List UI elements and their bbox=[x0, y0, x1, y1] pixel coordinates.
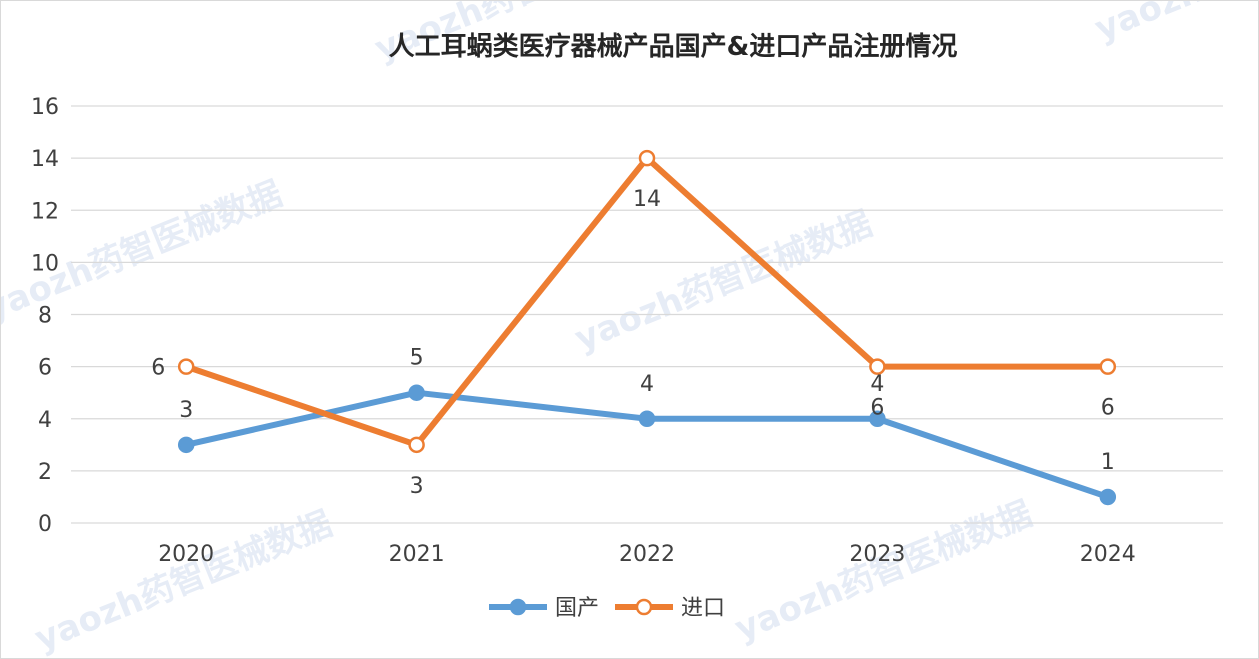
y-tick-label: 0 bbox=[38, 512, 52, 537]
legend-item[interactable]: 国产 bbox=[489, 596, 599, 621]
data-point[interactable] bbox=[869, 410, 886, 427]
y-tick-label: 8 bbox=[38, 304, 52, 329]
data-point[interactable] bbox=[408, 384, 425, 401]
gridlines bbox=[71, 105, 1223, 524]
data-label: 6 bbox=[870, 396, 884, 421]
data-point[interactable] bbox=[408, 436, 425, 454]
data-label: 5 bbox=[410, 346, 424, 371]
data-label: 14 bbox=[633, 187, 661, 212]
x-tick-label: 2023 bbox=[849, 542, 905, 567]
data-point[interactable] bbox=[177, 436, 195, 454]
watermark-text: yaozh药智医械数据 bbox=[29, 504, 337, 658]
watermark-text: yaozh药智医械数据 bbox=[1089, 1, 1258, 49]
legend-marker bbox=[635, 598, 653, 616]
x-tick-label: 2024 bbox=[1080, 542, 1136, 567]
x-tick-label: 2021 bbox=[389, 542, 445, 567]
legend-label: 国产 bbox=[555, 596, 599, 621]
data-point[interactable] bbox=[638, 410, 656, 427]
y-tick-label: 4 bbox=[38, 408, 52, 433]
data-point[interactable] bbox=[869, 358, 886, 375]
y-tick-label: 14 bbox=[31, 147, 59, 172]
series-layer bbox=[177, 149, 1117, 506]
series-line bbox=[183, 389, 1111, 500]
data-label: 1 bbox=[1101, 450, 1115, 475]
data-label: 4 bbox=[870, 372, 884, 397]
y-axis: 0 2 4 6 8 10 12 14 16 bbox=[31, 95, 59, 537]
x-axis: 2020 2021 2022 2023 2024 bbox=[158, 542, 1136, 567]
legend-label: 进口 bbox=[681, 596, 725, 621]
legend-item[interactable]: 进口 bbox=[615, 596, 725, 621]
data-label: 6 bbox=[1101, 396, 1115, 421]
y-tick-label: 2 bbox=[38, 460, 52, 485]
data-label: 3 bbox=[410, 474, 424, 499]
data-point[interactable] bbox=[1099, 488, 1117, 506]
y-tick-label: 6 bbox=[38, 356, 52, 381]
y-tick-label: 16 bbox=[31, 95, 59, 120]
legend-marker bbox=[509, 598, 527, 616]
chart-title: 人工耳蜗类医疗器械产品国产&进口产品注册情况 bbox=[389, 31, 958, 62]
data-label: 4 bbox=[640, 372, 654, 397]
data-point[interactable] bbox=[1099, 358, 1117, 375]
y-tick-label: 10 bbox=[31, 251, 59, 276]
y-tick-label: 12 bbox=[31, 199, 59, 224]
watermark-text: yaozh药智医械数据 bbox=[729, 494, 1037, 650]
data-point[interactable] bbox=[177, 358, 195, 375]
x-tick-label: 2022 bbox=[619, 542, 675, 567]
data-label: 3 bbox=[179, 398, 193, 423]
data-label: 6 bbox=[151, 356, 165, 381]
x-tick-label: 2020 bbox=[158, 542, 214, 567]
legend[interactable]: 国产 进口 bbox=[489, 596, 725, 621]
data-point[interactable] bbox=[638, 149, 656, 167]
